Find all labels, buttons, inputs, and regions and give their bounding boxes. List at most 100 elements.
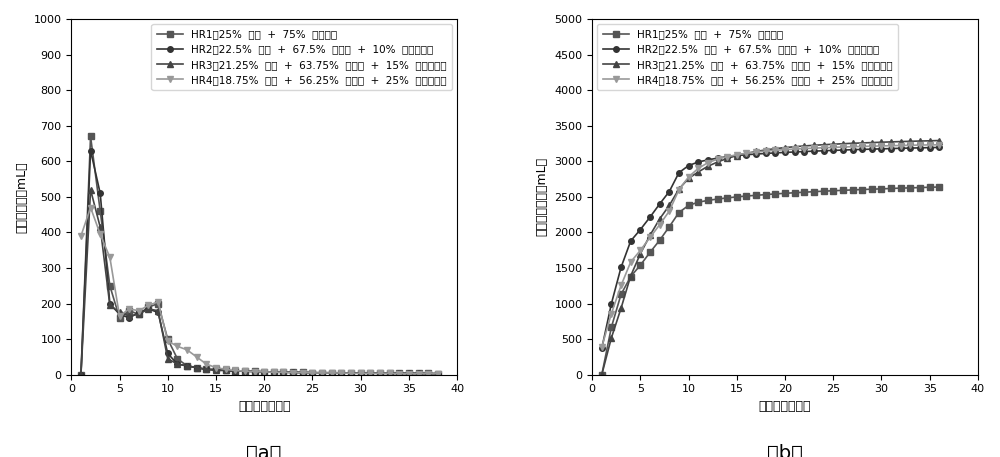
HR3（21.25%  牛粪  +  63.75%  甘蔗叶  +  15%  餐厨垃圾） [933, 138, 945, 143]
HR4（18.75%  牛粪  +  56.25%  甘蔗叶  +  25%  餐厨垃圾） [644, 235, 656, 240]
HR3（21.25%  牛粪  +  63.75%  甘蔗叶  +  15%  餐厨垃圾） [326, 370, 338, 376]
HR1（25%  牛粪  +  75%  甘蔗叶） [345, 370, 357, 376]
HR3（21.25%  牛粪  +  63.75%  甘蔗叶  +  15%  餐厨垃圾） [355, 371, 367, 376]
HR2（22.5%  牛粪  +  67.5%  甘蔗叶  +  10%  餐厨垃圾） [596, 345, 608, 351]
HR3（21.25%  牛粪  +  63.75%  甘蔗叶  +  15%  餐厨垃圾） [769, 146, 781, 151]
HR3（21.25%  牛粪  +  63.75%  甘蔗叶  +  15%  餐厨垃圾） [798, 143, 810, 149]
HR2（22.5%  牛粪  +  67.5%  甘蔗叶  +  10%  餐厨垃圾） [625, 238, 637, 244]
HR2（22.5%  牛粪  +  67.5%  甘蔗叶  +  10%  餐厨垃圾） [847, 147, 859, 153]
HR4（18.75%  牛粪  +  56.25%  甘蔗叶  +  25%  餐厨垃圾） [191, 354, 203, 360]
HR2（22.5%  牛粪  +  67.5%  甘蔗叶  +  10%  餐厨垃圾） [258, 369, 270, 375]
HR3（21.25%  牛粪  +  63.75%  甘蔗叶  +  15%  餐厨垃圾） [85, 187, 97, 192]
HR3（21.25%  牛粪  +  63.75%  甘蔗叶  +  15%  餐厨垃圾） [75, 372, 87, 377]
HR3（21.25%  牛粪  +  63.75%  甘蔗叶  +  15%  餐厨垃圾） [220, 368, 232, 373]
HR2（22.5%  牛粪  +  67.5%  甘蔗叶  +  10%  餐厨垃圾） [885, 146, 897, 151]
HR1（25%  牛粪  +  75%  甘蔗叶） [924, 185, 936, 190]
HR3（21.25%  牛粪  +  63.75%  甘蔗叶  +  15%  餐厨垃圾） [596, 372, 608, 377]
HR3（21.25%  牛粪  +  63.75%  甘蔗叶  +  15%  餐厨垃圾） [123, 314, 135, 319]
HR4（18.75%  牛粪  +  56.25%  甘蔗叶  +  25%  餐厨垃圾） [779, 147, 791, 152]
HR4（18.75%  牛粪  +  56.25%  甘蔗叶  +  25%  餐厨垃圾） [856, 143, 868, 149]
HR1（25%  牛粪  +  75%  甘蔗叶） [316, 370, 328, 375]
HR1（25%  牛粪  +  75%  甘蔗叶） [818, 188, 830, 194]
HR2（22.5%  牛粪  +  67.5%  甘蔗叶  +  10%  餐厨垃圾） [345, 370, 357, 376]
HR3（21.25%  牛粪  +  63.75%  甘蔗叶  +  15%  餐厨垃圾） [885, 139, 897, 144]
HR3（21.25%  牛粪  +  63.75%  甘蔗叶  +  15%  餐厨垃圾） [133, 312, 145, 317]
HR4（18.75%  牛粪  +  56.25%  甘蔗叶  +  25%  餐厨垃圾） [924, 142, 936, 148]
HR1（25%  牛粪  +  75%  甘蔗叶） [837, 187, 849, 193]
HR4（18.75%  牛粪  +  56.25%  甘蔗叶  +  25%  餐厨垃圾） [422, 371, 434, 377]
HR4（18.75%  牛粪  +  56.25%  甘蔗叶  +  25%  餐厨垃圾） [663, 208, 675, 214]
HR4（18.75%  牛粪  +  56.25%  甘蔗叶  +  25%  餐厨垃圾） [345, 371, 357, 376]
HR1（25%  牛粪  +  75%  甘蔗叶） [769, 191, 781, 197]
HR3（21.25%  牛粪  +  63.75%  甘蔗叶  +  15%  餐厨垃圾） [644, 233, 656, 238]
HR2（22.5%  牛粪  +  67.5%  甘蔗叶  +  10%  餐厨垃圾） [740, 152, 752, 158]
HR4（18.75%  牛粪  +  56.25%  甘蔗叶  +  25%  餐厨垃圾） [731, 152, 743, 158]
HR1（25%  牛粪  +  75%  甘蔗叶） [181, 363, 193, 369]
HR2（22.5%  牛粪  +  67.5%  甘蔗叶  +  10%  餐厨垃圾） [200, 367, 212, 372]
HR4（18.75%  牛粪  +  56.25%  甘蔗叶  +  25%  餐厨垃圾） [316, 370, 328, 376]
HR4（18.75%  牛粪  +  56.25%  甘蔗叶  +  25%  餐厨垃圾） [210, 365, 222, 370]
HR2（22.5%  牛粪  +  67.5%  甘蔗叶  +  10%  餐厨垃圾） [818, 148, 830, 154]
HR4（18.75%  牛粪  +  56.25%  甘蔗叶  +  25%  餐厨垃圾） [413, 371, 425, 377]
HR4（18.75%  牛粪  +  56.25%  甘蔗叶  +  25%  餐厨垃圾） [625, 259, 637, 265]
HR2（22.5%  牛粪  +  67.5%  甘蔗叶  +  10%  餐厨垃圾） [798, 149, 810, 154]
HR4（18.75%  牛粪  +  56.25%  甘蔗叶  +  25%  餐厨垃圾） [200, 361, 212, 367]
HR3（21.25%  牛粪  +  63.75%  甘蔗叶  +  15%  餐厨垃圾） [316, 370, 328, 376]
HR4（18.75%  牛粪  +  56.25%  甘蔗叶  +  25%  餐厨垃圾） [297, 370, 309, 375]
HR4（18.75%  牛粪  +  56.25%  甘蔗叶  +  25%  餐厨垃圾） [895, 143, 907, 148]
Legend: HR1（25%  牛粪  +  75%  甘蔗叶）, HR2（22.5%  牛粪  +  67.5%  甘蔗叶  +  10%  餐厨垃圾）, HR3（21.2: HR1（25% 牛粪 + 75% 甘蔗叶）, HR2（22.5% 牛粪 + 67… [597, 24, 898, 90]
HR2（22.5%  牛粪  +  67.5%  甘蔗叶  +  10%  餐厨垃圾） [268, 369, 280, 375]
HR3（21.25%  牛粪  +  63.75%  甘蔗叶  +  15%  餐厨垃圾） [287, 370, 299, 375]
HR2（22.5%  牛粪  +  67.5%  甘蔗叶  +  10%  餐厨垃圾） [904, 145, 916, 151]
HR4（18.75%  牛粪  +  56.25%  甘蔗叶  +  25%  餐厨垃圾） [914, 142, 926, 148]
HR4（18.75%  牛粪  +  56.25%  甘蔗叶  +  25%  餐厨垃圾） [374, 371, 386, 376]
HR2（22.5%  牛粪  +  67.5%  甘蔗叶  +  10%  餐厨垃圾） [712, 155, 724, 161]
HR3（21.25%  牛粪  +  63.75%  甘蔗叶  +  15%  餐厨垃圾） [789, 144, 801, 149]
HR3（21.25%  牛粪  +  63.75%  甘蔗叶  +  15%  餐厨垃圾） [663, 202, 675, 208]
Text: （b）: （b） [767, 443, 803, 457]
HR3（21.25%  牛粪  +  63.75%  甘蔗叶  +  15%  餐厨垃圾） [866, 140, 878, 145]
HR3（21.25%  牛粪  +  63.75%  甘蔗叶  +  15%  餐厨垃圾） [808, 143, 820, 148]
Line: HR1（25%  牛粪  +  75%  甘蔗叶）: HR1（25% 牛粪 + 75% 甘蔗叶） [599, 184, 942, 377]
HR1（25%  牛粪  +  75%  甘蔗叶） [847, 187, 859, 193]
HR1（25%  牛粪  +  75%  甘蔗叶） [644, 250, 656, 255]
HR4（18.75%  牛粪  +  56.25%  甘蔗叶  +  25%  餐厨垃圾） [239, 368, 251, 374]
HR4（18.75%  牛粪  +  56.25%  甘蔗叶  +  25%  餐厨垃圾） [615, 283, 627, 288]
HR3（21.25%  牛粪  +  63.75%  甘蔗叶  +  15%  餐厨垃圾） [268, 370, 280, 375]
HR1（25%  牛粪  +  75%  甘蔗叶） [152, 301, 164, 306]
HR4（18.75%  牛粪  +  56.25%  甘蔗叶  +  25%  餐厨垃圾） [702, 160, 714, 165]
HR3（21.25%  牛粪  +  63.75%  甘蔗叶  +  15%  餐厨垃圾） [740, 151, 752, 156]
Line: HR2（22.5%  牛粪  +  67.5%  甘蔗叶  +  10%  餐厨垃圾）: HR2（22.5% 牛粪 + 67.5% 甘蔗叶 + 10% 餐厨垃圾） [78, 148, 441, 377]
HR1（25%  牛粪  +  75%  甘蔗叶） [875, 186, 887, 191]
HR4（18.75%  牛粪  +  56.25%  甘蔗叶  +  25%  餐厨垃圾） [866, 143, 878, 149]
HR1（25%  牛粪  +  75%  甘蔗叶） [779, 191, 791, 196]
HR4（18.75%  牛粪  +  56.25%  甘蔗叶  +  25%  餐厨垃圾） [847, 144, 859, 149]
HR4（18.75%  牛粪  +  56.25%  甘蔗叶  +  25%  餐厨垃圾） [335, 370, 347, 376]
HR1（25%  牛粪  +  75%  甘蔗叶） [625, 274, 637, 279]
Line: HR3（21.25%  牛粪  +  63.75%  甘蔗叶  +  15%  餐厨垃圾）: HR3（21.25% 牛粪 + 63.75% 甘蔗叶 + 15% 餐厨垃圾） [599, 138, 942, 377]
HR2（22.5%  牛粪  +  67.5%  甘蔗叶  +  10%  餐厨垃圾） [615, 265, 627, 270]
HR4（18.75%  牛粪  +  56.25%  甘蔗叶  +  25%  餐厨垃圾） [837, 144, 849, 150]
HR1（25%  牛粪  +  75%  甘蔗叶） [615, 292, 627, 297]
HR4（18.75%  牛粪  +  56.25%  甘蔗叶  +  25%  餐厨垃圾） [692, 166, 704, 171]
HR4（18.75%  牛粪  +  56.25%  甘蔗叶  +  25%  餐厨垃圾） [258, 369, 270, 375]
HR2（22.5%  牛粪  +  67.5%  甘蔗叶  +  10%  餐厨垃圾） [171, 361, 183, 367]
HR3（21.25%  牛粪  +  63.75%  甘蔗叶  +  15%  餐厨垃圾） [364, 371, 376, 376]
HR1（25%  牛粪  +  75%  甘蔗叶） [683, 202, 695, 208]
HR1（25%  牛粪  +  75%  甘蔗叶） [277, 369, 289, 375]
HR3（21.25%  牛粪  +  63.75%  甘蔗叶  +  15%  餐厨垃圾） [200, 367, 212, 372]
HR4（18.75%  牛粪  +  56.25%  甘蔗叶  +  25%  餐厨垃圾） [306, 370, 318, 376]
HR1（25%  牛粪  +  75%  甘蔗叶） [933, 184, 945, 190]
HR2（22.5%  牛粪  +  67.5%  甘蔗叶  +  10%  餐厨垃圾） [432, 371, 444, 377]
HR1（25%  牛粪  +  75%  甘蔗叶） [856, 187, 868, 192]
HR3（21.25%  牛粪  +  63.75%  甘蔗叶  +  15%  餐厨垃圾） [277, 370, 289, 375]
HR1（25%  牛粪  +  75%  甘蔗叶） [229, 368, 241, 374]
HR2（22.5%  牛粪  +  67.5%  甘蔗叶  +  10%  餐厨垃圾） [287, 370, 299, 375]
HR2（22.5%  牛粪  +  67.5%  甘蔗叶  +  10%  餐厨垃圾） [335, 370, 347, 376]
HR2（22.5%  牛粪  +  67.5%  甘蔗叶  +  10%  餐厨垃圾） [104, 301, 116, 306]
HR2（22.5%  牛粪  +  67.5%  甘蔗叶  +  10%  餐厨垃圾） [123, 315, 135, 320]
HR2（22.5%  牛粪  +  67.5%  甘蔗叶  +  10%  餐厨垃圾） [152, 310, 164, 315]
HR3（21.25%  牛粪  +  63.75%  甘蔗叶  +  15%  餐厨垃圾） [827, 142, 839, 147]
HR1（25%  牛粪  +  75%  甘蔗叶） [904, 185, 916, 191]
HR1（25%  牛粪  +  75%  甘蔗叶） [268, 369, 280, 375]
